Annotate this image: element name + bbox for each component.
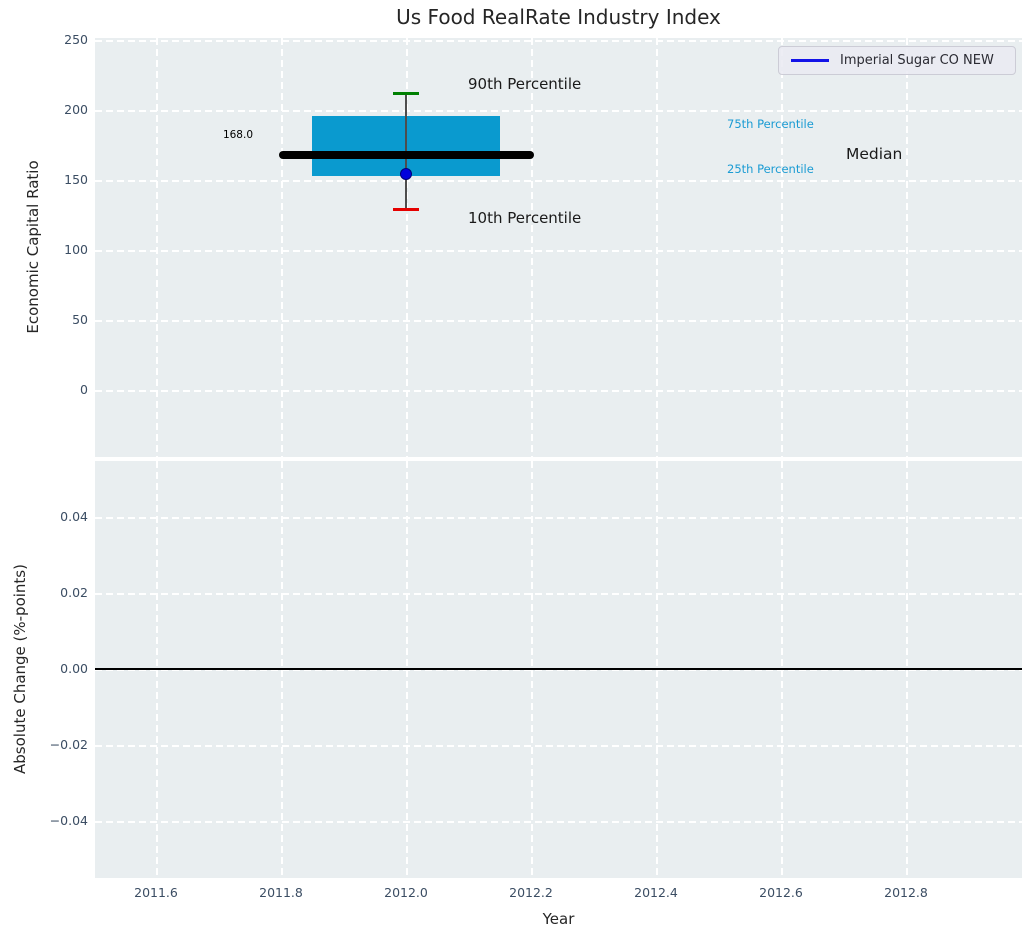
y-tick-label-top: 150 <box>38 171 88 189</box>
annotation-10th-percentile: 10th Percentile <box>468 209 581 227</box>
gridline-y <box>95 593 1022 595</box>
gridline-y <box>95 180 1022 182</box>
gridline-x <box>656 38 658 457</box>
y-tick-label-bottom: 0.04 <box>38 508 88 526</box>
x-tick-label: 2012.8 <box>866 884 946 902</box>
median-line <box>279 151 534 159</box>
x-tick-label: 2012.2 <box>491 884 571 902</box>
gridline-x <box>906 38 908 457</box>
legend-line-sample <box>791 59 829 62</box>
zero-line <box>95 668 1022 670</box>
p10-cap <box>393 208 419 211</box>
gridline-y <box>95 745 1022 747</box>
y-axis-label-bottom: Absolute Change (%-points) <box>11 564 29 774</box>
x-tick-label: 2011.8 <box>241 884 321 902</box>
figure: Us Food RealRate Industry Index 168.0 90… <box>0 0 1034 942</box>
y-tick-label-bottom: 0.00 <box>38 660 88 678</box>
legend-label: Imperial Sugar CO NEW <box>840 53 994 68</box>
x-axis-label: Year <box>95 910 1022 928</box>
top-axes <box>95 38 1022 457</box>
gridline-y <box>95 390 1022 392</box>
y-tick-label-top: 100 <box>38 241 88 259</box>
y-tick-label-top: 250 <box>38 31 88 49</box>
p90-cap <box>393 92 419 95</box>
gridline-x <box>531 38 533 457</box>
annotation-90th-percentile: 90th Percentile <box>468 75 581 93</box>
gridline-x <box>281 38 283 457</box>
whisker-line-inner <box>405 116 406 176</box>
legend: Imperial Sugar CO NEW <box>778 46 1016 75</box>
y-tick-label-top: 50 <box>38 311 88 329</box>
gridline-y <box>95 517 1022 519</box>
y-tick-label-bottom: −0.02 <box>38 736 88 754</box>
gridline-y <box>95 320 1022 322</box>
annotation-median-value: 168.0 <box>193 129 253 141</box>
x-tick-label: 2011.6 <box>116 884 196 902</box>
annotation-75th-percentile: 75th Percentile <box>727 117 814 131</box>
x-tick-label: 2012.6 <box>741 884 821 902</box>
annotation-median: Median <box>846 145 902 163</box>
y-tick-label-top: 0 <box>38 381 88 399</box>
y-tick-label-bottom: 0.02 <box>38 584 88 602</box>
annotation-25th-percentile: 25th Percentile <box>727 162 814 176</box>
y-tick-label-bottom: −0.04 <box>38 812 88 830</box>
gridline-y <box>95 250 1022 252</box>
chart-title: Us Food RealRate Industry Index <box>95 5 1022 29</box>
x-tick-label: 2012.0 <box>366 884 446 902</box>
gridline-y <box>95 110 1022 112</box>
y-tick-label-top: 200 <box>38 101 88 119</box>
gridline-x <box>156 38 158 457</box>
gridline-x <box>781 38 783 457</box>
gridline-y <box>95 821 1022 823</box>
gridline-y <box>95 40 1022 42</box>
x-tick-label: 2012.4 <box>616 884 696 902</box>
